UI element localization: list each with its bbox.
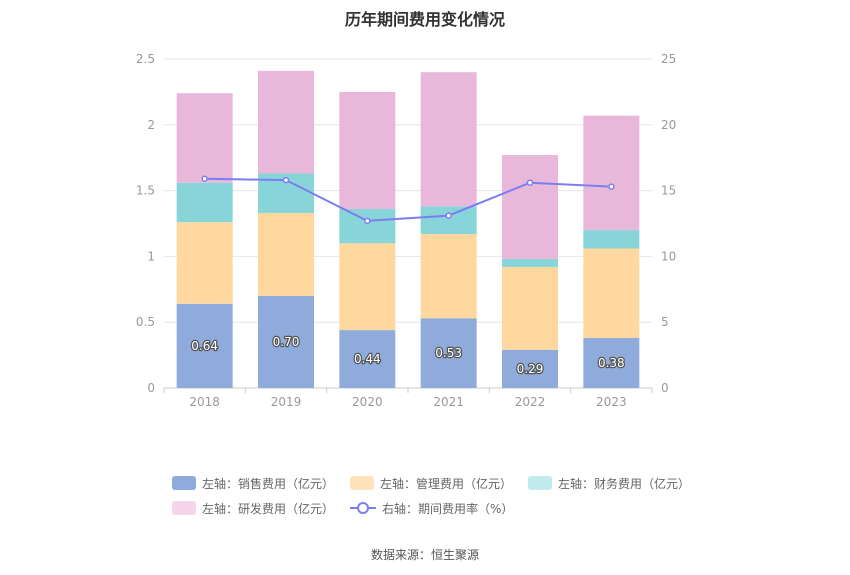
bar-value-label: 0.64: [191, 339, 218, 353]
y-left-tick-label: 1.5: [136, 184, 155, 198]
bar-finance-2020: [339, 209, 396, 244]
legend-label-admin: 左轴：管理费用（亿元）: [380, 476, 513, 491]
y-left-tick-label: 0: [147, 381, 155, 395]
bar-finance-2023: [583, 230, 640, 249]
bar-rd-2020: [339, 91, 396, 210]
y-right-tick-label: 25: [661, 52, 676, 66]
legend-row-2: 左轴：研发费用（亿元） 右轴：期间费用率（%）: [172, 497, 712, 519]
legend-swatch-sales: [172, 476, 196, 490]
bar-sales-2021: [420, 318, 477, 388]
bar-rd-2022: [502, 155, 558, 260]
legend-line-marker-icon: [350, 502, 377, 514]
bar-admin-2022: [502, 266, 558, 350]
legend-item-sales[interactable]: 左轴：销售费用（亿元）: [172, 472, 334, 494]
bar-value-label: 0.70: [273, 335, 300, 349]
expense-ratio-line: [204, 177, 612, 222]
x-tick-label: 2018: [189, 395, 220, 409]
legend-label-finance: 左轴：财务费用（亿元）: [558, 476, 691, 491]
y-right-tick-label: 15: [661, 184, 676, 198]
bar-value-label: 0.38: [598, 356, 625, 370]
y-left-tick-label: 0.5: [136, 315, 155, 329]
y-left-tick-label: 2.5: [136, 52, 155, 66]
legend-label-expense-ratio: 右轴：期间费用率（%）: [382, 501, 514, 516]
chart-legend: 左轴：销售费用（亿元） 左轴：管理费用（亿元） 左轴：财务费用（亿元） 左轴：研…: [172, 472, 712, 522]
bar-finance-2021: [420, 206, 477, 235]
bar-finance-2022: [502, 259, 558, 267]
bar-admin-2018: [176, 222, 233, 304]
bar-rd-2023: [583, 115, 640, 231]
legend-row-1: 左轴：销售费用（亿元） 左轴：管理费用（亿元） 左轴：财务费用（亿元）: [172, 472, 712, 494]
bar-sales-2020: [339, 330, 396, 388]
x-tick-label: 2020: [352, 395, 383, 409]
chart-title: 历年期间费用变化情况: [344, 10, 505, 29]
y-right-tick-label: 10: [661, 249, 676, 263]
expense-ratio-point-2022: [526, 179, 534, 186]
legend-item-rd[interactable]: 左轴：研发费用（亿元）: [172, 497, 334, 519]
bar-admin-2023: [583, 248, 640, 338]
bar-sales-2019: [258, 295, 314, 388]
bar-admin-2020: [339, 243, 396, 331]
x-tick-label: 2023: [596, 395, 627, 409]
bar-rd-2019: [258, 70, 314, 174]
bar-sales-2018: [176, 303, 233, 388]
legend-item-admin[interactable]: 左轴：管理费用（亿元）: [350, 472, 512, 494]
bar-sales-2023: [583, 337, 640, 388]
expense-ratio-point-2019: [282, 176, 290, 184]
x-tick-label: 2021: [433, 395, 464, 409]
expense-ratio-point-2018: [201, 175, 208, 183]
bar-value-label: 0.44: [354, 352, 381, 366]
x-tick-label: 2019: [271, 395, 302, 409]
legend-swatch-finance: [528, 476, 553, 490]
bar-rd-2018: [176, 93, 233, 183]
legend-item-expense-ratio[interactable]: 右轴：期间费用率（%）: [350, 497, 513, 519]
x-tick-label: 2022: [515, 395, 546, 409]
expense-ratio-point-2020: [364, 217, 371, 225]
y-left-tick-label: 1: [147, 249, 155, 263]
bar-value-label: 0.53: [435, 346, 462, 360]
legend-swatch-rd: [172, 501, 196, 515]
bar-finance-2018: [176, 182, 233, 223]
legend-label-rd: 左轴：研发费用（亿元）: [202, 501, 335, 516]
bar-admin-2021: [420, 234, 477, 319]
y-right-tick-label: 20: [661, 118, 676, 132]
bar-rd-2021: [420, 72, 477, 207]
y-right-tick-label: 5: [661, 315, 669, 329]
bar-admin-2019: [258, 212, 314, 296]
bar-sales-2022: [502, 349, 558, 388]
data-source: 数据来源：恒生聚源: [370, 548, 479, 562]
legend-swatch-admin: [350, 476, 375, 490]
legend-item-finance[interactable]: 左轴：财务费用（亿元）: [528, 472, 690, 494]
y-right-tick-label: 0: [661, 381, 669, 395]
expense-ratio-point-2021: [445, 212, 452, 219]
legend-label-sales: 左轴：销售费用（亿元）: [202, 476, 335, 491]
bar-value-label: 0.29: [517, 362, 544, 376]
y-left-tick-label: 2: [147, 118, 155, 132]
expense-ratio-point-2023: [608, 183, 615, 190]
